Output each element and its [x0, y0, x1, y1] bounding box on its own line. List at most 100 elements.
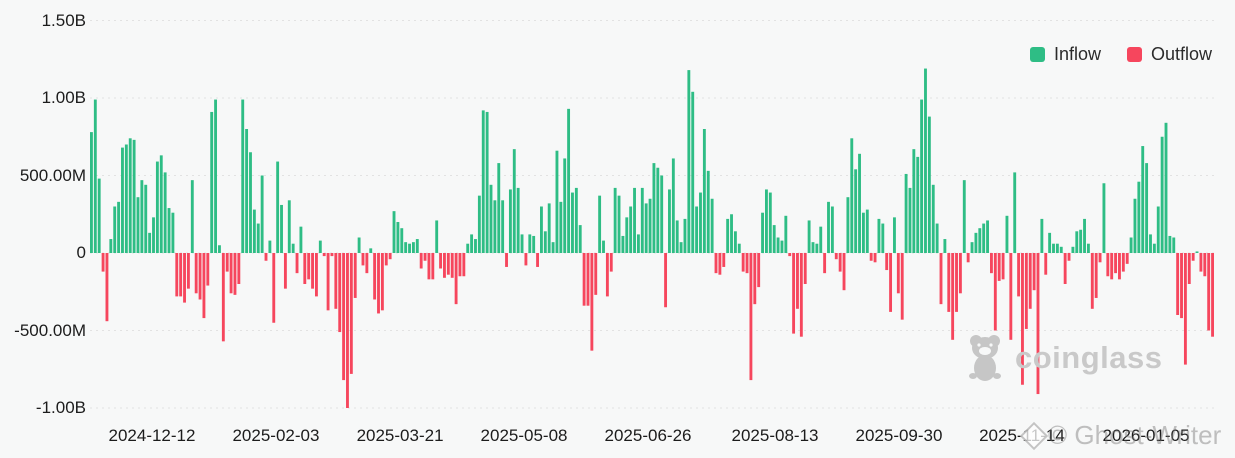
outflow-bar[interactable]: [834, 253, 838, 260]
outflow-bar[interactable]: [1063, 253, 1067, 284]
inflow-bar[interactable]: [617, 195, 621, 253]
inflow-bar[interactable]: [710, 198, 714, 253]
outflow-bar[interactable]: [338, 253, 342, 333]
outflow-bar[interactable]: [1024, 253, 1028, 329]
inflow-bar[interactable]: [516, 187, 520, 253]
outflow-bar[interactable]: [582, 253, 586, 306]
inflow-bar[interactable]: [668, 189, 671, 253]
inflow-bar[interactable]: [598, 195, 602, 253]
inflow-bar[interactable]: [675, 220, 679, 253]
inflow-bar[interactable]: [846, 197, 850, 253]
inflow-bar[interactable]: [978, 228, 982, 253]
inflow-bar[interactable]: [369, 248, 373, 253]
outflow-bar[interactable]: [823, 253, 827, 274]
inflow-bar[interactable]: [481, 110, 485, 254]
outflow-bar[interactable]: [427, 253, 431, 280]
outflow-bar[interactable]: [264, 253, 268, 261]
inflow-bar[interactable]: [210, 111, 214, 253]
inflow-bar[interactable]: [241, 99, 245, 253]
inflow-bar[interactable]: [648, 198, 652, 253]
outflow-bar[interactable]: [792, 253, 796, 334]
outflow-bar[interactable]: [175, 253, 179, 297]
outflow-bar[interactable]: [947, 253, 951, 312]
outflow-bar[interactable]: [458, 253, 462, 277]
outflow-bar[interactable]: [745, 253, 749, 274]
inflow-bar[interactable]: [132, 139, 136, 253]
outflow-bar[interactable]: [1017, 253, 1021, 297]
outflow-bar[interactable]: [1021, 253, 1024, 385]
outflow-bar[interactable]: [315, 253, 318, 297]
inflow-bar[interactable]: [702, 129, 706, 253]
inflow-bar[interactable]: [644, 203, 648, 253]
inflow-bar[interactable]: [493, 200, 497, 253]
inflow-bar[interactable]: [477, 195, 481, 253]
outflow-bar[interactable]: [1191, 253, 1195, 261]
inflow-bar[interactable]: [1141, 146, 1145, 253]
outflow-bar[interactable]: [322, 253, 326, 257]
inflow-bar[interactable]: [1059, 246, 1063, 253]
outflow-bar[interactable]: [1110, 253, 1114, 280]
outflow-bar[interactable]: [295, 253, 299, 274]
legend-item-inflow[interactable]: Inflow: [1029, 44, 1101, 65]
inflow-bar[interactable]: [656, 167, 660, 253]
inflow-bar[interactable]: [765, 189, 768, 253]
outflow-bar[interactable]: [594, 253, 598, 295]
inflow-bar[interactable]: [574, 187, 578, 253]
outflow-bar[interactable]: [194, 253, 198, 294]
inflow-bar[interactable]: [1133, 198, 1137, 253]
inflow-bar[interactable]: [268, 240, 272, 253]
outflow-bar[interactable]: [307, 253, 311, 280]
outflow-bar[interactable]: [1176, 253, 1180, 315]
inflow-bar[interactable]: [249, 152, 252, 253]
outflow-bar[interactable]: [799, 253, 803, 337]
inflow-bar[interactable]: [927, 116, 931, 253]
outflow-bar[interactable]: [439, 253, 443, 269]
outflow-bar[interactable]: [1114, 253, 1118, 274]
inflow-bar[interactable]: [1195, 251, 1199, 253]
outflow-bar[interactable]: [233, 253, 237, 295]
inflow-bar[interactable]: [1164, 122, 1168, 253]
inflow-bar[interactable]: [1160, 136, 1164, 253]
outflow-bar[interactable]: [283, 253, 287, 289]
outflow-bar[interactable]: [951, 253, 955, 340]
outflow-bar[interactable]: [1118, 253, 1121, 280]
outflow-bar[interactable]: [272, 253, 276, 323]
inflow-bar[interactable]: [256, 223, 260, 253]
inflow-bar[interactable]: [411, 242, 415, 253]
inflow-bar[interactable]: [660, 175, 664, 254]
inflow-bar[interactable]: [97, 178, 101, 253]
outflow-bar[interactable]: [450, 253, 454, 278]
outflow-bar[interactable]: [1211, 253, 1214, 337]
outflow-bar[interactable]: [1180, 253, 1183, 319]
inflow-bar[interactable]: [1137, 181, 1141, 253]
inflow-bar[interactable]: [299, 226, 303, 253]
outflow-bar[interactable]: [714, 253, 718, 274]
outflow-bar[interactable]: [105, 253, 109, 322]
inflow-bar[interactable]: [1149, 234, 1152, 253]
outflow-bar[interactable]: [330, 253, 334, 257]
outflow-bar[interactable]: [326, 253, 330, 311]
outflow-bar[interactable]: [749, 253, 753, 381]
inflow-bar[interactable]: [121, 147, 124, 253]
inflow-bar[interactable]: [291, 243, 295, 253]
inflow-bar[interactable]: [357, 237, 361, 254]
outflow-bar[interactable]: [202, 253, 206, 319]
outflow-bar[interactable]: [221, 253, 225, 342]
outflow-bar[interactable]: [873, 253, 877, 263]
outflow-bar[interactable]: [179, 253, 183, 297]
inflow-bar[interactable]: [1013, 172, 1017, 253]
inflow-bar[interactable]: [532, 235, 536, 253]
outflow-bar[interactable]: [342, 253, 346, 381]
inflow-bar[interactable]: [474, 239, 477, 253]
outflow-bar[interactable]: [384, 253, 388, 266]
outflow-bar[interactable]: [229, 253, 233, 294]
inflow-bar[interactable]: [152, 217, 155, 253]
inflow-bar[interactable]: [1071, 246, 1075, 253]
outflow-bar[interactable]: [990, 253, 993, 274]
inflow-bar[interactable]: [508, 189, 512, 253]
outflow-bar[interactable]: [206, 253, 210, 286]
outflow-bar[interactable]: [838, 253, 842, 272]
inflow-bar[interactable]: [636, 234, 640, 253]
inflow-bar[interactable]: [148, 232, 152, 253]
outflow-bar[interactable]: [1199, 253, 1203, 272]
